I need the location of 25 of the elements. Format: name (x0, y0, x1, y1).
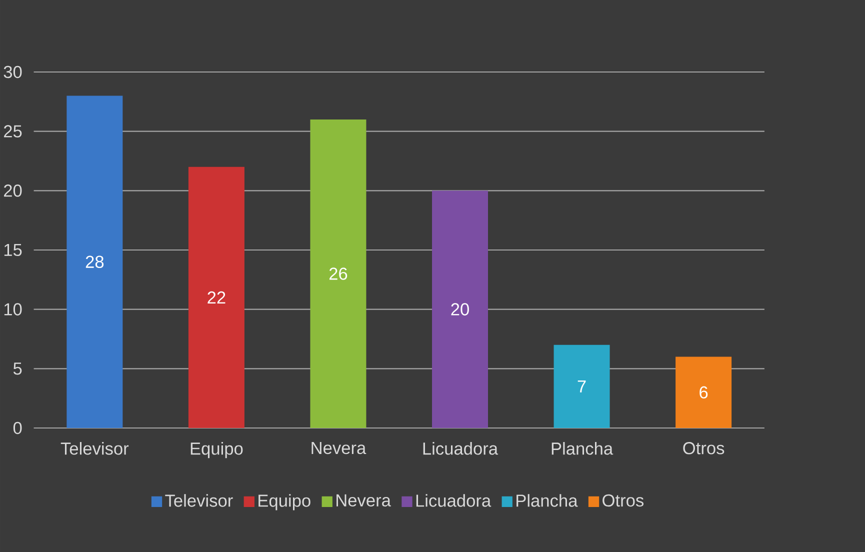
x-tick-label: Nevera (312, 442, 366, 454)
y-tick-label: 30 (4, 66, 22, 78)
y-tick-label: 25 (4, 125, 22, 138)
x-tick-label: Equipo (190, 442, 243, 458)
data-label: 20 (451, 303, 469, 316)
data-label: 26 (329, 268, 348, 280)
y-tick-label: 0 (13, 422, 22, 434)
y-tick-label: 10 (4, 303, 22, 316)
data-label: 6 (700, 386, 708, 399)
legend-label: Otros (602, 494, 644, 507)
legend-label: Plancha (516, 494, 578, 507)
data-label: 22 (208, 291, 226, 304)
data-label: 28 (86, 256, 104, 268)
y-tick-label: 15 (4, 244, 22, 256)
legend-label: Nevera (336, 494, 391, 507)
y-tick-label: 20 (4, 184, 22, 197)
x-tick-label: Televisor (60, 442, 129, 455)
x-tick-label: Licuadora (423, 442, 498, 455)
legend-label: Televisor (165, 494, 233, 507)
legend-label: Equipo (258, 494, 310, 510)
x-tick-label: Plancha (552, 442, 614, 455)
y-tick-label: 5 (13, 362, 22, 375)
x-tick-label: Otros (683, 442, 724, 454)
data-label: 7 (578, 380, 586, 392)
legend-label: Licuadora (416, 494, 492, 507)
